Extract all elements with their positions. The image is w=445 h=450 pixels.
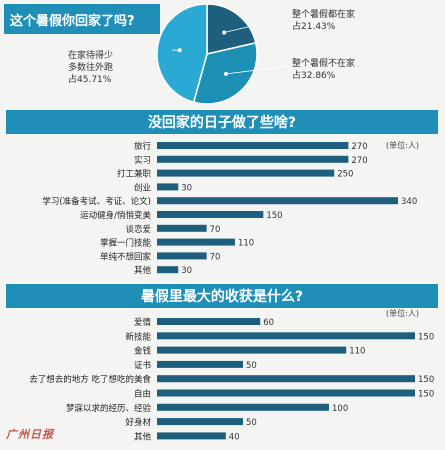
bar1-bar: [157, 238, 235, 246]
bar2-value-label: 60: [263, 318, 274, 328]
bar2-value-label: 50: [246, 361, 257, 371]
bar2-bar: [157, 418, 243, 426]
bar1-category-label: 创业: [134, 182, 151, 193]
pie-leader-line-1: [225, 65, 291, 75]
bar2-value-label: 40: [229, 432, 240, 442]
bar1-unit: (单位:人): [386, 141, 419, 150]
bar2-category-label: 新技能: [125, 331, 151, 342]
bar2-value-label: 150: [418, 390, 434, 400]
bar2-category-label: 自由: [134, 389, 151, 400]
pie-label-away: 整个暑假不在家 占32.86%: [292, 58, 355, 82]
pie-slice-0: [206, 3, 257, 55]
bar1-value-label: 70: [210, 225, 221, 235]
pie-label-away-value: 占32.86%: [292, 71, 336, 81]
bar1-category-label: 谈恋爱: [125, 224, 151, 235]
pie-label-home-name: 整个暑假都在家: [292, 10, 356, 20]
bar2-category-label: 梦寐以求的经历、经验: [66, 403, 152, 414]
bar1-bar: [157, 252, 207, 260]
pie-label-out-line2: 多数往外跑: [68, 63, 114, 73]
bar2-unit: (单位:人): [386, 309, 419, 318]
bar1-value-label: 70: [210, 252, 221, 262]
pie-slice-2: [156, 3, 208, 104]
bar1-category-label: 单纯不想回家: [100, 251, 152, 262]
bar-chart-gains: 爱情 60 新技能 150 金钱 110 证书 50 去了想去的地方 吃了想吃的美食 150 自由 1…: [29, 317, 434, 442]
pie-label-home-value: 占21.43%: [292, 22, 336, 32]
bar1-value-label: 340: [401, 197, 417, 207]
bar1-category-label: 打工兼职: [117, 169, 152, 180]
bar2-category-label: 金钱: [134, 346, 152, 357]
bar1-value-label: 270: [351, 156, 367, 166]
bar1-category-label: 运动健身/悄悄变美: [80, 210, 151, 221]
bar1-category-label: 其他: [134, 265, 152, 276]
bar1-bar: [157, 142, 349, 149]
watermark-logo: 广州日报: [6, 428, 54, 441]
bar1-value-label: 150: [266, 211, 282, 221]
bar2-value-label: 150: [418, 375, 434, 385]
pie-leader-line-0: [224, 16, 291, 33]
bar2-bar: [157, 432, 226, 440]
bar2-value-label: 150: [418, 332, 434, 342]
bar1-value-label: 30: [181, 266, 192, 276]
bar1-bar: [157, 266, 179, 274]
pie-title: 这个暑假你回家了吗?: [4, 4, 160, 34]
bar1-bar: [157, 197, 398, 205]
bar1-bar: [157, 183, 179, 191]
bar2-category-label: 证书: [134, 360, 152, 371]
bar2-value-label: 50: [246, 418, 257, 428]
bar2-bar: [157, 318, 261, 325]
bar2-category-label: 其他: [134, 431, 152, 442]
bar1-title: 没回家的日子做了些啥?: [6, 110, 438, 134]
bar2-bar: [157, 403, 329, 411]
pie-label-away-name: 整个暑假不在家: [292, 59, 356, 69]
bar2-category-label: 去了想去的地方 吃了想吃的美食: [29, 374, 151, 385]
bar2-value-label: 100: [332, 404, 348, 414]
bar1-value-label: 270: [351, 142, 367, 152]
bar2-bar: [157, 332, 415, 340]
bar1-bar: [157, 155, 349, 163]
bar2-value-label: 110: [349, 347, 365, 357]
bar1-bar: [157, 211, 264, 218]
pie-label-out: 在家待得少 多数往外跑 占45.71%: [68, 50, 113, 86]
bar2-bar: [157, 360, 243, 368]
pie-chart: [156, 3, 291, 105]
bar1-category-label: 学习(准备考试、考证、论文): [42, 196, 151, 207]
bar2-bar: [157, 389, 415, 397]
bar2-bar: [157, 346, 347, 354]
bar1-value-label: 30: [181, 183, 192, 193]
pie-label-out-line1: 在家待得少: [68, 51, 114, 61]
bar1-value-label: 250: [337, 170, 353, 180]
bar1-category-label: 掌握一门技能: [100, 238, 152, 249]
bar2-category-label: 爱情: [134, 317, 152, 328]
bar1-category-label: 旅行: [134, 141, 152, 152]
pie-label-out-value: 占45.71%: [68, 75, 112, 85]
bar-chart-activities: 旅行 270 实习 270 打工兼职 250 创业 30 学习(准备考试、考证、论文) 340 运动…: [42, 141, 417, 276]
bar2-bar: [157, 375, 415, 383]
bar1-value-label: 110: [238, 239, 254, 249]
bar2-title: 暑假里最大的收获是什么?: [6, 284, 438, 308]
bar1-bar: [157, 224, 207, 232]
bar1-category-label: 实习: [134, 155, 151, 166]
pie-label-home: 整个暑假都在家 占21.43%: [292, 9, 355, 33]
bar2-category-label: 好身材: [125, 417, 151, 428]
bar1-bar: [157, 169, 335, 177]
